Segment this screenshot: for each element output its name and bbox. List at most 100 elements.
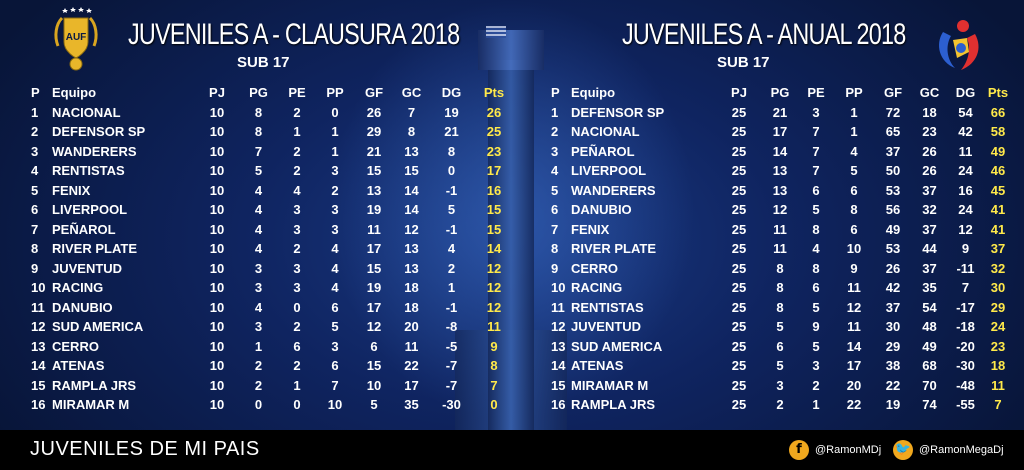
cell-points: 32	[990, 260, 1006, 276]
cell-won: 0	[254, 397, 263, 412]
cell-position: 6	[31, 202, 39, 217]
cell-lost: 17	[846, 358, 862, 373]
cell-goals-for: 13	[366, 182, 382, 198]
table-row: 2 NACIONAL 25 17 7 1 65 23 42 58	[551, 122, 1012, 142]
table-row: 12 SUD AMERICA 10 3 2 5 12 20 -8 11	[31, 317, 514, 337]
cell-points: 0	[490, 397, 498, 412]
cell-team: DANUBIO	[52, 299, 113, 315]
table-row: 14 ATENAS 25 5 3 17 38 68 -30 18	[551, 356, 1012, 376]
cell-played: 10	[209, 163, 225, 178]
cell-won: 1	[254, 338, 263, 354]
cell-goals-against: 54	[922, 299, 937, 315]
cell-played: 25	[731, 182, 747, 198]
cell-lost: 1	[331, 124, 339, 139]
cell-goals-against: 14	[404, 182, 419, 198]
cell-played: 10	[209, 338, 225, 354]
cell-played: 10	[209, 221, 225, 237]
cell-goals-against: 26	[922, 163, 937, 178]
cell-lost: 22	[846, 397, 862, 412]
cell-goals-against: 23	[922, 124, 937, 139]
table-row: 13 CERRO 10 1 6 3 6 11 -5 9	[31, 337, 514, 357]
cell-won: 6	[776, 338, 784, 354]
facebook-link[interactable]: f @RamonMDj	[789, 440, 881, 460]
cell-position: 14	[31, 358, 46, 373]
table-row: 9 JUVENTUD 10 3 3 4 15 13 2 12	[31, 259, 514, 279]
cell-played: 25	[731, 241, 747, 256]
cell-points: 24	[990, 319, 1006, 334]
cell-team: SUD AMERICA	[52, 319, 144, 334]
cell-drawn: 2	[293, 104, 301, 120]
cell-drawn: 6	[812, 280, 820, 295]
cell-won: 4	[254, 241, 263, 256]
cell-goal-diff: 8	[447, 143, 456, 159]
cell-goals-for: 26	[366, 104, 382, 120]
cell-points: 30	[990, 280, 1006, 295]
cell-points: 23	[486, 143, 502, 159]
cell-goals-for: 19	[366, 280, 382, 295]
cell-team: JUVENTUD	[52, 260, 123, 276]
cell-lost: 1	[331, 143, 339, 159]
cell-won: 4	[254, 182, 263, 198]
cell-drawn: 2	[812, 377, 820, 393]
cell-position: 9	[551, 260, 559, 276]
cell-goals-for: 50	[885, 163, 901, 178]
header-drawn: PE	[807, 85, 825, 100]
cell-goal-diff: -20	[956, 338, 975, 354]
cell-played: 10	[209, 182, 225, 198]
right-table-subtitle: SUB 17	[717, 54, 770, 71]
cell-won: 4	[254, 299, 263, 315]
table-header-row: P Equipo PJ PG PE PP GF GC DG Pts	[551, 83, 1012, 103]
cell-goal-diff: -1	[445, 182, 458, 198]
cell-goal-diff: 0	[447, 163, 456, 178]
cell-drawn: 3	[812, 358, 820, 373]
cell-played: 25	[731, 202, 747, 217]
cell-goal-diff: 11	[958, 143, 973, 159]
cell-won: 17	[772, 124, 788, 139]
cell-goals-against: 14	[404, 202, 419, 217]
cell-won: 5	[254, 163, 263, 178]
twitter-link[interactable]: 🐦 @RamonMegaDj	[893, 440, 1004, 460]
cell-goal-diff: 2	[447, 260, 456, 276]
cell-played: 25	[731, 338, 747, 354]
cell-points: 17	[486, 163, 502, 178]
twitter-icon: 🐦	[893, 440, 913, 460]
cell-lost: 6	[331, 299, 339, 315]
cell-lost: 11	[847, 319, 861, 334]
footer-text: JUVENILES DE MI PAIS	[30, 438, 260, 460]
cell-team: CERRO	[571, 260, 618, 276]
cell-drawn: 2	[293, 143, 301, 159]
cell-goals-against: 48	[922, 319, 937, 334]
left-table-title: JUVENILES A - CLAUSURA 2018	[128, 18, 460, 51]
cell-goals-against: 13	[404, 143, 419, 159]
cell-won: 7	[254, 143, 263, 159]
cell-played: 25	[731, 319, 747, 334]
table-row: 7 PEÑAROL 10 4 3 3 11 12 -1 15	[31, 220, 514, 240]
cell-team: RACING	[52, 280, 104, 295]
cell-goals-for: 15	[366, 260, 382, 276]
cell-points: 29	[990, 299, 1006, 315]
cell-goals-for: 6	[370, 338, 378, 354]
cell-team: WANDERERS	[571, 182, 656, 198]
table-row: 4 LIVERPOOL 25 13 7 5 50 26 24 46	[551, 161, 1012, 181]
cell-position: 15	[31, 377, 46, 393]
cell-goals-against: 49	[922, 338, 937, 354]
cell-goal-diff: -7	[445, 377, 458, 393]
cell-played: 25	[731, 377, 747, 393]
cell-points: 7	[994, 397, 1002, 412]
cell-won: 8	[254, 104, 263, 120]
cell-lost: 14	[846, 338, 862, 354]
cell-team: NACIONAL	[571, 124, 640, 139]
cell-drawn: 3	[812, 104, 820, 120]
header-drawn: PE	[288, 85, 306, 100]
header-goals-against: GC	[919, 85, 940, 100]
cell-team: MIRAMAR M	[52, 397, 130, 412]
cell-goals-against: 18	[404, 299, 419, 315]
cell-goals-against: 20	[404, 319, 419, 334]
cell-team: JUVENTUD	[571, 319, 642, 334]
cell-team: PEÑAROL	[571, 143, 635, 159]
cell-position: 10	[551, 280, 566, 295]
cell-played: 25	[731, 221, 747, 237]
cell-lost: 12	[846, 299, 862, 315]
cell-drawn: 5	[812, 299, 820, 315]
cell-lost: 4	[850, 143, 858, 159]
